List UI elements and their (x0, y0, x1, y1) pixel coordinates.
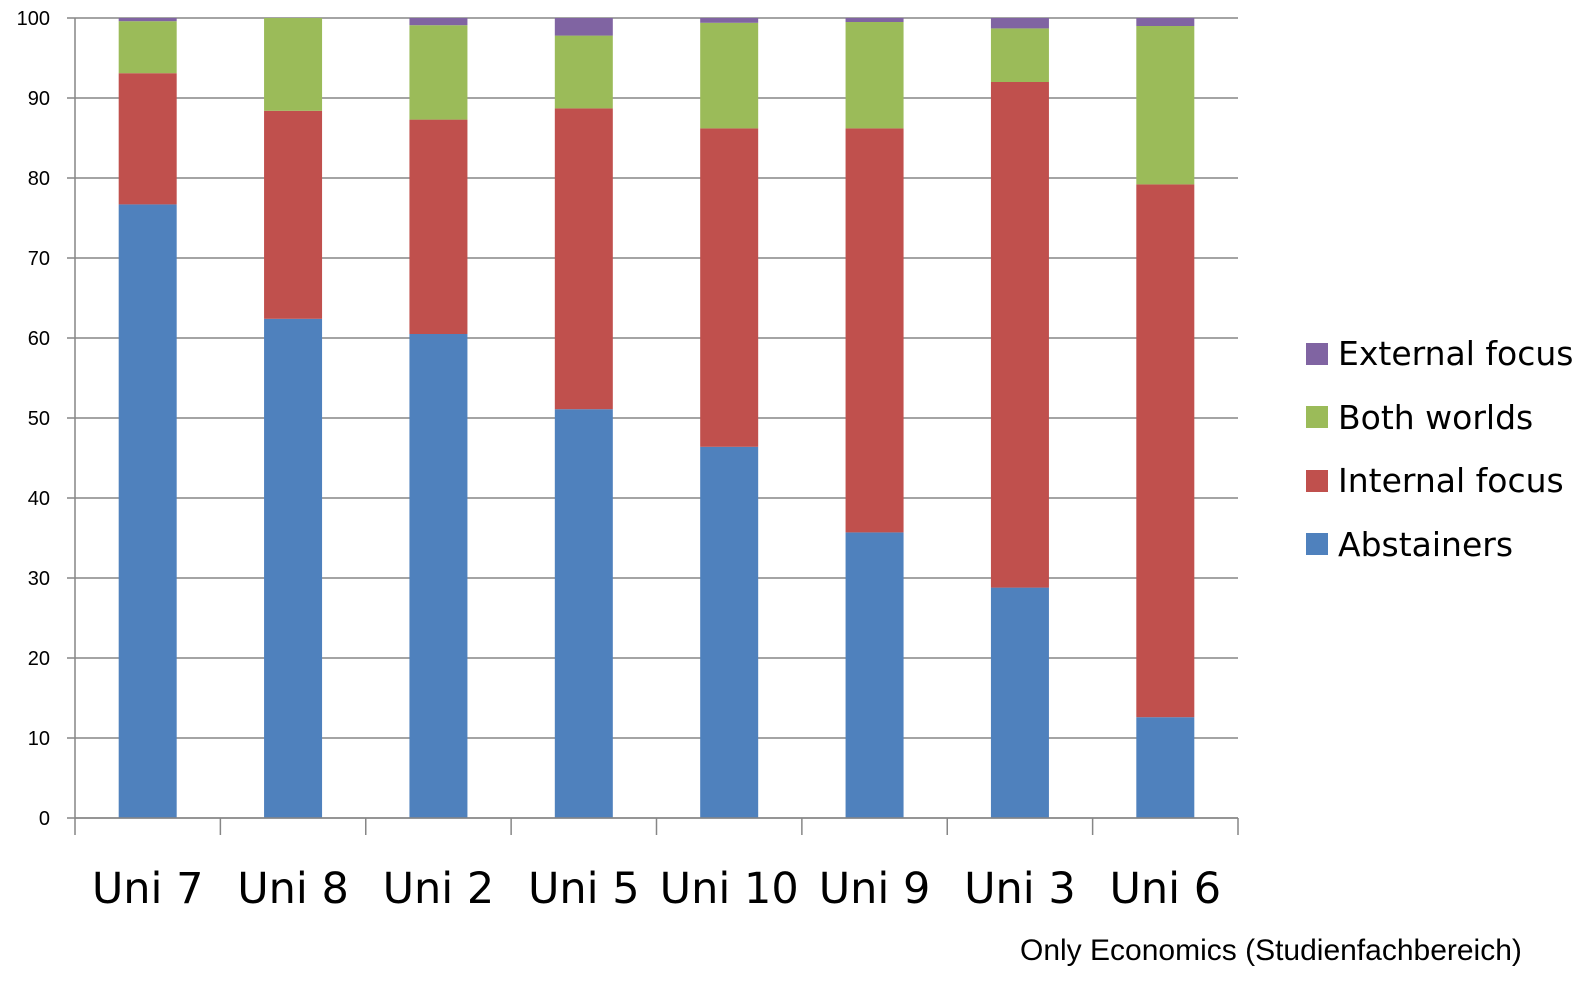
bar-segment-internal-focus (990, 82, 1049, 588)
x-tick-label: Uni 6 (1109, 864, 1221, 914)
y-tick-label: 40 (28, 488, 50, 510)
bar-segment-abstainers (990, 587, 1049, 818)
legend-item: Abstainers (1306, 513, 1573, 577)
bar-segment-internal-focus (409, 119, 468, 334)
legend-swatch (1306, 406, 1328, 429)
legend-label: External focus (1338, 334, 1574, 374)
legend-label: Both worlds (1338, 397, 1534, 437)
bar-segment-abstainers (554, 409, 613, 818)
x-tick-label: Uni 8 (237, 864, 349, 914)
bar-segment-both-worlds (845, 22, 904, 129)
y-tick-label: 0 (39, 808, 50, 830)
y-tick-label: 60 (28, 328, 50, 350)
bar-segment-internal-focus (1136, 184, 1195, 718)
bar-segment-external-focus (990, 18, 1049, 29)
legend-swatch (1306, 469, 1328, 492)
bar-segment-internal-focus (700, 128, 759, 447)
bar-segment-both-worlds (990, 28, 1049, 82)
y-tick-label: 100 (17, 8, 50, 30)
bar-segment-both-worlds (118, 21, 177, 74)
legend: External focus Both worlds Internal focus A… (1306, 322, 1573, 576)
y-tick-label: 30 (28, 568, 50, 590)
bar-segment-abstainers (1136, 717, 1195, 818)
legend-item: Internal focus (1306, 449, 1573, 513)
x-tick-label: Uni 9 (819, 864, 931, 914)
x-tick-label: Uni 5 (528, 864, 640, 914)
x-tick-label: Uni 2 (383, 864, 495, 914)
legend-label: Abstainers (1338, 524, 1514, 564)
bar-segment-external-focus (554, 18, 613, 36)
x-tick-label: Uni 10 (660, 864, 799, 914)
bar-segment-external-focus (845, 18, 904, 22)
x-tick-label: Uni 7 (92, 864, 204, 914)
y-tick-label: 10 (28, 728, 50, 750)
y-tick-label: 90 (28, 88, 50, 110)
axes (74, 18, 1239, 835)
bar-segment-internal-focus (118, 73, 177, 205)
y-axis-tick-labels: 0 10 20 30 40 50 60 70 80 90 100 (17, 8, 50, 830)
bar-segment-both-worlds (409, 25, 468, 120)
legend-swatch (1306, 342, 1328, 365)
bar-segment-both-worlds (700, 22, 759, 129)
bar-segment-abstainers (845, 532, 904, 818)
legend-label: Internal focus (1338, 461, 1564, 501)
bar-segment-internal-focus (264, 110, 323, 319)
bar-segment-external-focus (700, 18, 759, 23)
x-tick-label: Uni 3 (964, 864, 1076, 914)
bar-segment-abstainers (700, 446, 759, 818)
legend-swatch (1306, 533, 1328, 556)
bars (118, 18, 1195, 818)
legend-item: Both worlds (1306, 386, 1573, 450)
bar-segment-both-worlds (554, 35, 613, 109)
y-tick-label: 20 (28, 648, 50, 670)
y-tick-label: 70 (28, 248, 50, 270)
bar-segment-abstainers (118, 204, 177, 818)
y-tick-label: 80 (28, 168, 50, 190)
legend-item: External focus (1306, 322, 1573, 386)
chart-footnote: Only Economics (Studienfachbereich) (1020, 934, 1522, 967)
bar-segment-external-focus (409, 18, 468, 26)
bar-segment-internal-focus (554, 108, 613, 410)
bar-segment-abstainers (409, 334, 468, 818)
bar-segment-both-worlds (1136, 26, 1195, 185)
gridlines (67, 17, 1238, 819)
bar-segment-external-focus (118, 18, 177, 22)
bar-segment-internal-focus (845, 128, 904, 533)
bar-segment-both-worlds (264, 18, 323, 111)
bar-segment-external-focus (1136, 18, 1195, 26)
y-tick-label: 50 (28, 408, 50, 430)
x-axis-tick-labels: Uni 7 Uni 8 Uni 2 Uni 5 Uni 10 Uni 9 Uni 3 Uni … (92, 864, 1221, 914)
bar-segment-abstainers (264, 318, 323, 818)
